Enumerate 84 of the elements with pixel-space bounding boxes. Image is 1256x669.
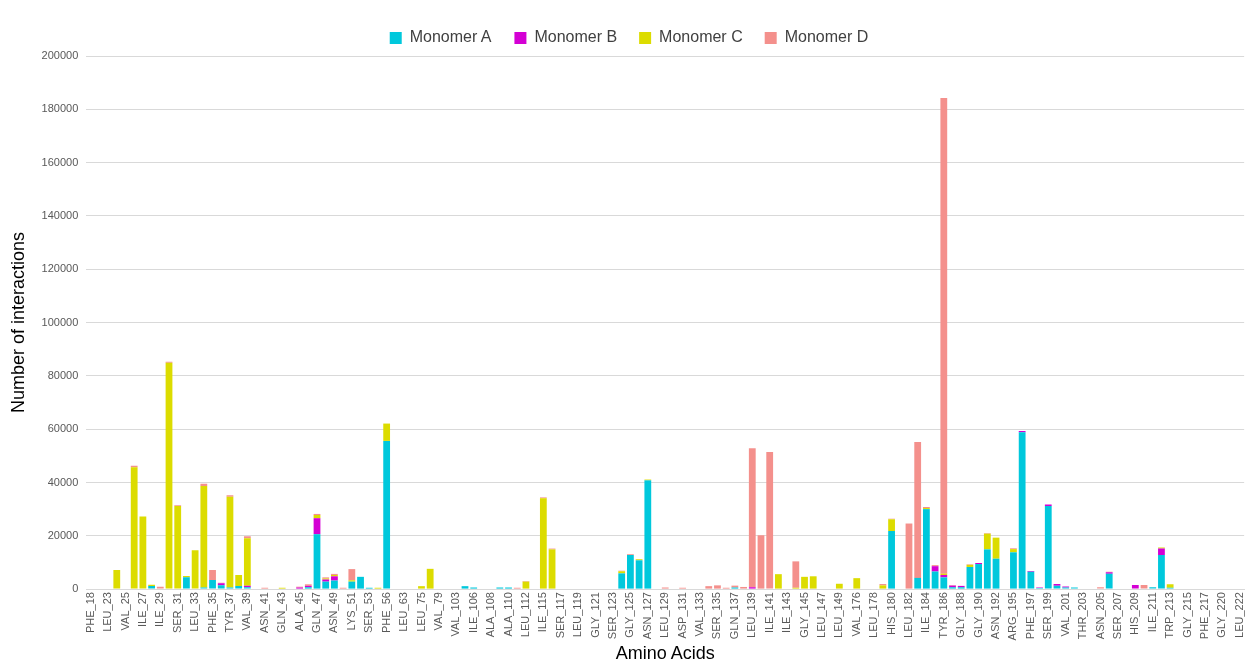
x-tick-label: GLY_220 (1215, 592, 1228, 638)
x-tick-label: GLY_125 (623, 592, 636, 638)
x-tick-label: TYR_37 (222, 592, 235, 633)
x-tick-label: LEU_147 (814, 592, 827, 638)
x-tick-label: ALA_108 (484, 592, 497, 638)
x-tick-label: LEU_33 (188, 592, 201, 632)
x-tick-label: LEU_129 (658, 592, 671, 638)
x-tick-label: LEU_119 (571, 592, 584, 638)
y-tick-label: 80000 (47, 368, 79, 381)
y-tick-label: 140000 (41, 208, 79, 221)
y-tick-label: 180000 (41, 102, 79, 115)
y-tick-label: 160000 (41, 155, 79, 168)
x-tick-label: LEU_178 (867, 592, 880, 638)
x-tick-label: ASN_127 (640, 592, 653, 640)
x-tick-label: ILE_27 (135, 592, 148, 627)
x-tick-label: ILE_29 (153, 592, 166, 627)
x-tick-label: LEU_75 (414, 592, 427, 632)
x-tick-label: THR_203 (1076, 592, 1089, 640)
x-tick-label: GLN_43 (275, 592, 288, 634)
y-tick-label: 100000 (41, 315, 79, 328)
x-tick-label: GLN_47 (310, 592, 323, 634)
x-tick-label: LYS_51 (344, 592, 357, 631)
x-tick-label: PHE_18 (83, 592, 96, 634)
x-tick-label: GLY_188 (954, 592, 967, 638)
x-tick-label: ILE_143 (780, 592, 793, 634)
x-tick-label: TRP_213 (1163, 592, 1176, 639)
y-axis-title: Number of interactions (7, 232, 28, 414)
x-tick-label: TYR_186 (936, 592, 949, 639)
x-tick-label: ILE_211 (1145, 592, 1158, 633)
x-tick-label: VAL_201 (1058, 592, 1071, 637)
x-tick-label: PHE_217 (1198, 592, 1210, 640)
x-tick-label: ASN_205 (1093, 592, 1106, 640)
legend-label: Monomer B (534, 28, 618, 46)
x-tick-label: ILE_184 (919, 592, 932, 634)
x-tick-label: LEU_112 (518, 592, 531, 638)
x-tick-label: PHE_56 (379, 592, 392, 634)
x-tick-label: VAL_133 (693, 592, 706, 637)
x-tick-label: ALA_110 (501, 592, 514, 637)
x-tick-label: HIS_180 (884, 592, 897, 635)
y-tick-label: 120000 (41, 262, 79, 275)
legend-label: Monomer A (409, 28, 492, 46)
x-tick-label: SER_199 (1041, 592, 1054, 640)
x-tick-label: ILE_141 (762, 592, 775, 634)
x-tick-label: ASN_41 (257, 592, 270, 634)
y-tick-label: 60000 (47, 422, 79, 435)
x-tick-label: PHE_197 (1023, 592, 1036, 640)
x-tick-label: ARG_195 (1006, 592, 1019, 641)
x-tick-label: VAL_39 (240, 592, 253, 631)
x-tick-label: LEU_23 (101, 592, 114, 632)
y-tick-label: 200000 (41, 49, 79, 62)
x-tick-label: LEU_222 (1232, 592, 1245, 638)
x-tick-label: SER_135 (710, 592, 723, 640)
x-tick-label: GLY_215 (1180, 592, 1193, 638)
x-tick-label: PHE_35 (205, 592, 218, 634)
x-tick-label: HIS_209 (1128, 592, 1141, 635)
x-tick-label: SER_53 (362, 592, 375, 634)
x-tick-label: VAL_176 (849, 592, 862, 637)
x-tick-label: VAL_25 (118, 592, 131, 631)
x-tick-label: ALA_45 (292, 592, 305, 632)
x-tick-label: ILE_106 (466, 592, 479, 634)
x-axis-title: Amino Acids (615, 643, 715, 664)
legend-label: Monomer C (659, 28, 743, 46)
x-tick-label: LEU_139 (745, 592, 758, 638)
x-tick-label: ASN_192 (989, 592, 1002, 640)
x-tick-label: GLY_121 (588, 592, 601, 638)
x-tick-label: SER_207 (1110, 592, 1123, 640)
x-tick-label: GLY_190 (971, 592, 984, 638)
legend-label: Monomer D (784, 28, 869, 46)
x-tick-label: GLY_145 (797, 592, 810, 638)
x-tick-label: ASP_131 (675, 592, 688, 639)
x-tick-label: SER_123 (606, 592, 619, 640)
x-tick-label: GLN_137 (727, 592, 740, 640)
x-tick-label: SER_31 (170, 592, 183, 634)
x-tick-label: LEU_63 (397, 592, 410, 632)
x-tick-label: VAL_79 (431, 592, 444, 631)
y-tick-label: 0 (72, 582, 79, 595)
y-tick-label: 20000 (47, 528, 79, 541)
x-tick-label: VAL_103 (449, 592, 462, 637)
x-tick-label: SER_117 (553, 592, 566, 639)
x-tick-label: ILE_115 (536, 592, 549, 633)
x-tick-label: LEU_149 (832, 592, 845, 638)
x-tick-label: LEU_182 (902, 592, 915, 638)
y-tick-label: 40000 (47, 475, 79, 488)
x-tick-label: ASN_49 (327, 592, 340, 634)
